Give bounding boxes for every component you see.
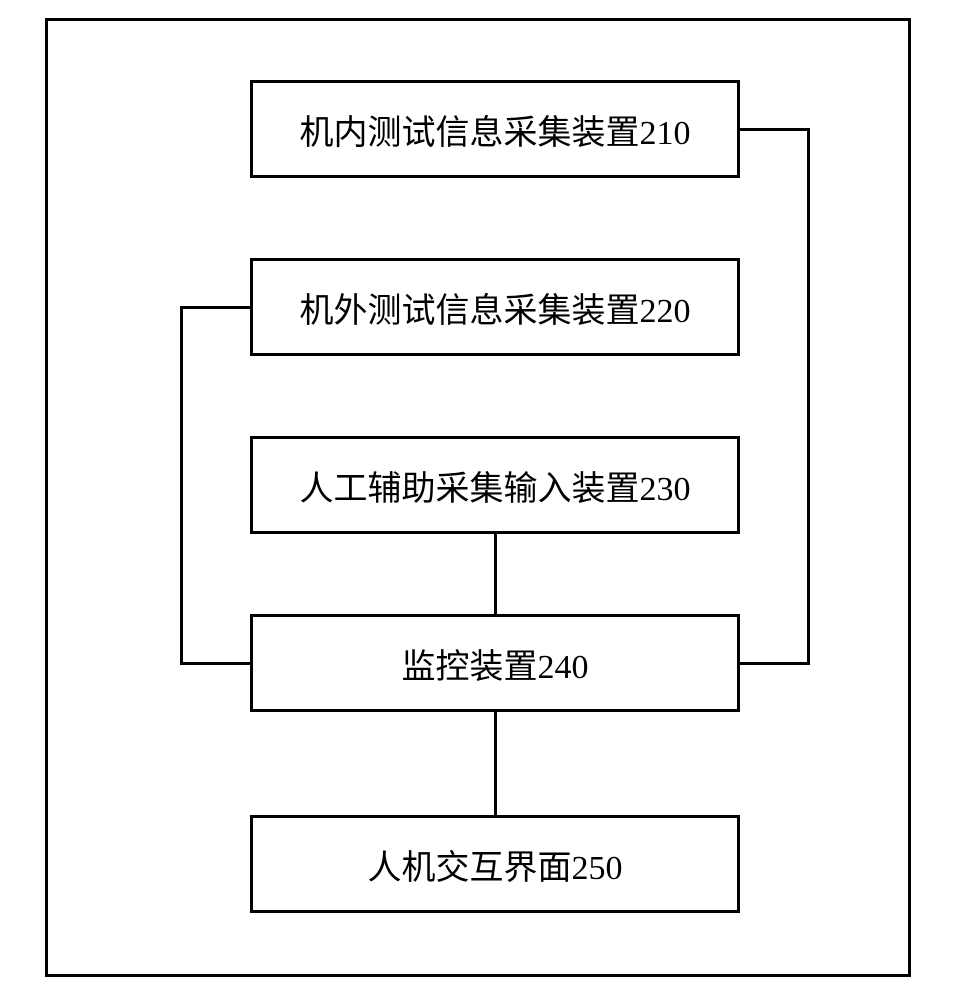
connector-conn-box2-left-v xyxy=(180,306,183,665)
box-label: 人机交互界面250 xyxy=(368,840,623,889)
diagram-box-box3: 人工辅助采集输入装置230 xyxy=(250,436,740,534)
connector-conn-box4-to-box5 xyxy=(494,712,497,815)
box-label: 机内测试信息采集装置210 xyxy=(300,105,691,154)
diagram-box-box2: 机外测试信息采集装置220 xyxy=(250,258,740,356)
connector-conn-left-to-box4 xyxy=(180,662,250,665)
connector-conn-box1-right-h xyxy=(740,128,810,131)
box-label: 人工辅助采集输入装置230 xyxy=(300,461,691,510)
diagram-box-box1: 机内测试信息采集装置210 xyxy=(250,80,740,178)
connector-conn-box3-to-box4 xyxy=(494,534,497,614)
connector-conn-right-to-box4 xyxy=(740,662,810,665)
box-label: 监控装置240 xyxy=(402,639,589,688)
diagram-box-box5: 人机交互界面250 xyxy=(250,815,740,913)
connector-conn-box1-right-v xyxy=(807,128,810,665)
box-label: 机外测试信息采集装置220 xyxy=(300,283,691,332)
connector-conn-box2-left-h xyxy=(180,306,250,309)
diagram-box-box4: 监控装置240 xyxy=(250,614,740,712)
